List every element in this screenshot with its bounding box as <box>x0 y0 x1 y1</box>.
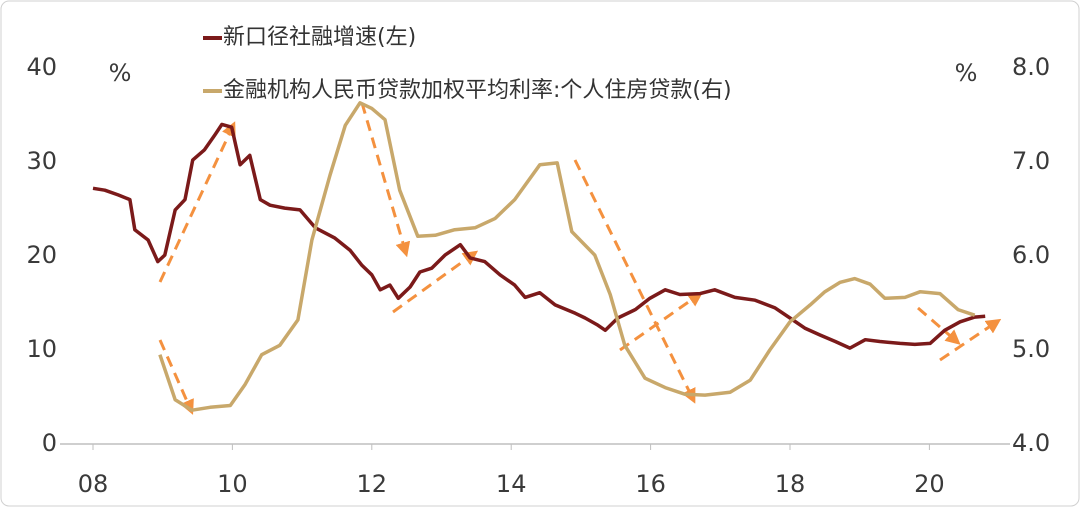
x-tick-label: 18 <box>775 470 806 498</box>
x-tick-label: 20 <box>914 470 945 498</box>
y-tick-label: 0 <box>42 429 57 457</box>
y-unit: % <box>109 59 132 87</box>
y2-unit: % <box>955 59 978 87</box>
y-tick-label: 30 <box>26 147 57 175</box>
x-tick-label: 16 <box>635 470 666 498</box>
legend-label: 新口径社融增速(左) <box>223 25 416 50</box>
y2-tick-label: 5.0 <box>1012 335 1050 363</box>
y2-tick-label: 6.0 <box>1012 241 1050 269</box>
y-tick-label: 20 <box>26 241 57 269</box>
series-line <box>158 101 976 412</box>
y-tick-label: 10 <box>26 335 57 363</box>
x-tick-label: 12 <box>357 470 388 498</box>
x-tick-label: 10 <box>217 470 248 498</box>
x-tick-label: 14 <box>496 470 527 498</box>
y-tick-label: 40 <box>26 53 57 81</box>
legend-label: 金融机构人民币贷款加权平均利率:个人住房贷款(右) <box>223 78 732 103</box>
x-tick-label: 08 <box>78 470 109 498</box>
series-line <box>92 122 986 350</box>
y2-tick-label: 8.0 <box>1012 53 1050 81</box>
trend-arrows <box>158 102 1002 415</box>
y2-tick-label: 7.0 <box>1012 147 1050 175</box>
y2-tick-label: 4.0 <box>1012 429 1050 457</box>
